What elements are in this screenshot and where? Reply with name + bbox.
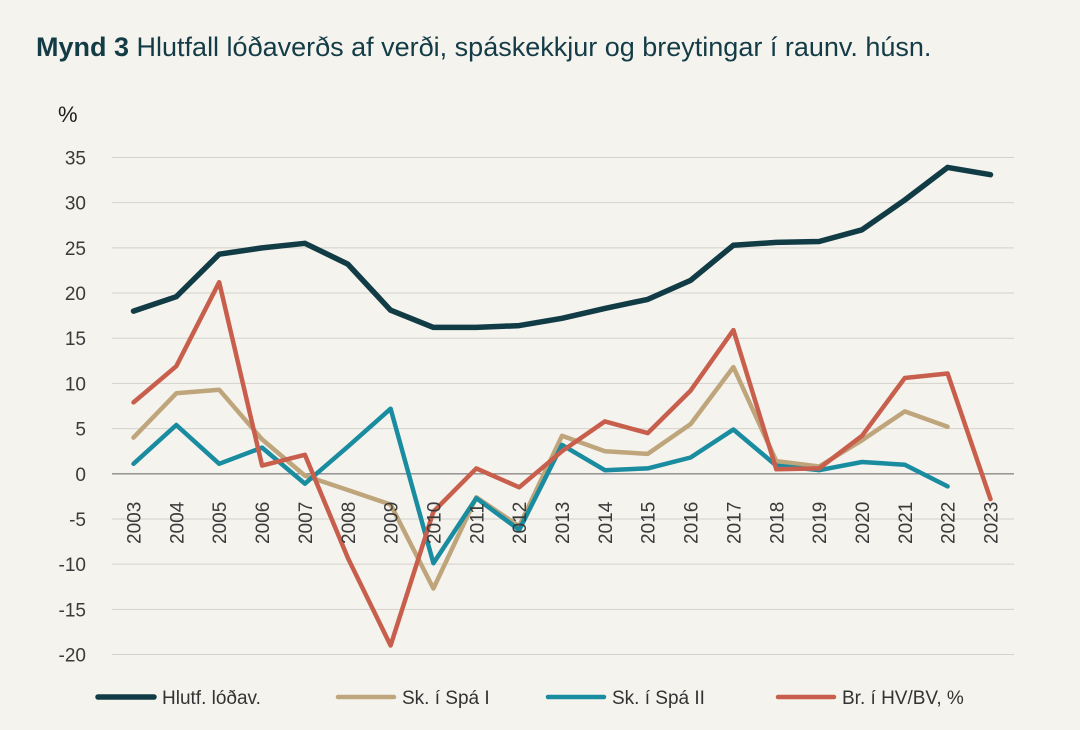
series-line-2 [131,364,950,591]
figure-label: Mynd 3 [36,32,130,62]
y-tick-label: 30 [65,194,86,215]
x-tick-label: 2005 [210,502,231,544]
x-tick-label: 2014 [596,501,617,544]
x-tick-label: 2007 [296,502,317,544]
y-axis-unit-label: % [58,102,78,127]
x-tick-label: 2023 [982,502,1003,544]
x-tick-label: 2015 [639,502,660,544]
legend-label-1: Hlutf. lóðav. [162,688,261,709]
x-tick-label: 2006 [253,502,274,544]
x-tick-label: 2013 [553,502,574,544]
x-tick-label: 2021 [896,502,917,544]
series-lines [130,164,994,648]
series-line-1 [130,164,994,331]
chart-title: Mynd 3 Hlutfall lóðaverðs af verði, spás… [36,32,931,63]
x-tick-label: 2022 [939,502,960,544]
legend: Hlutf. lóðav. Sk. í Spá I Sk. í Spá II Br. … [95,688,964,709]
x-tick-label: 2009 [382,502,403,544]
legend-label-3: Sk. í Spá II [612,688,705,709]
legend-label-4: Br. í HV/BV, % [842,688,964,709]
y-tick-label: 35 [65,149,86,170]
y-tick-label: -20 [59,646,86,667]
x-tick-label: 2016 [682,502,703,544]
y-tick-label: 0 [75,465,86,486]
x-tick-label: 2010 [424,502,445,544]
x-tick-label: 2008 [339,502,360,544]
x-tick-label: 2019 [810,502,831,544]
y-tick-label: -5 [69,510,86,531]
x-tick-label: 2020 [853,502,874,544]
series-line-4 [131,279,993,648]
x-tick-label: 2018 [767,502,788,544]
figure-caption: Hlutfall lóðaverðs af verði, spáskekkjur… [136,32,932,62]
y-tick-label: 10 [65,374,86,395]
x-tick-label: 2011 [467,503,488,544]
y-tick-label: -15 [59,600,86,621]
x-tick-label: 2012 [510,502,531,544]
y-tick-label: -10 [59,555,86,576]
x-tick-label: 2004 [167,501,188,544]
legend-label-2: Sk. í Spá I [402,688,490,709]
y-tick-label: 25 [65,239,86,260]
y-tick-label: 15 [65,329,86,350]
x-axis: 2003 2004 2005 2006 2007 2008 2009 2010 2011 2012… [125,501,1003,544]
grid-lines [112,157,1014,655]
y-tick-label: 5 [75,420,86,441]
x-tick-label: 2017 [724,502,745,544]
x-tick-label: 2003 [125,502,146,544]
y-tick-label: 20 [65,284,86,305]
y-axis: % 35 30 25 20 15 10 5 0 -5 -10 -15 -20 [58,102,86,667]
